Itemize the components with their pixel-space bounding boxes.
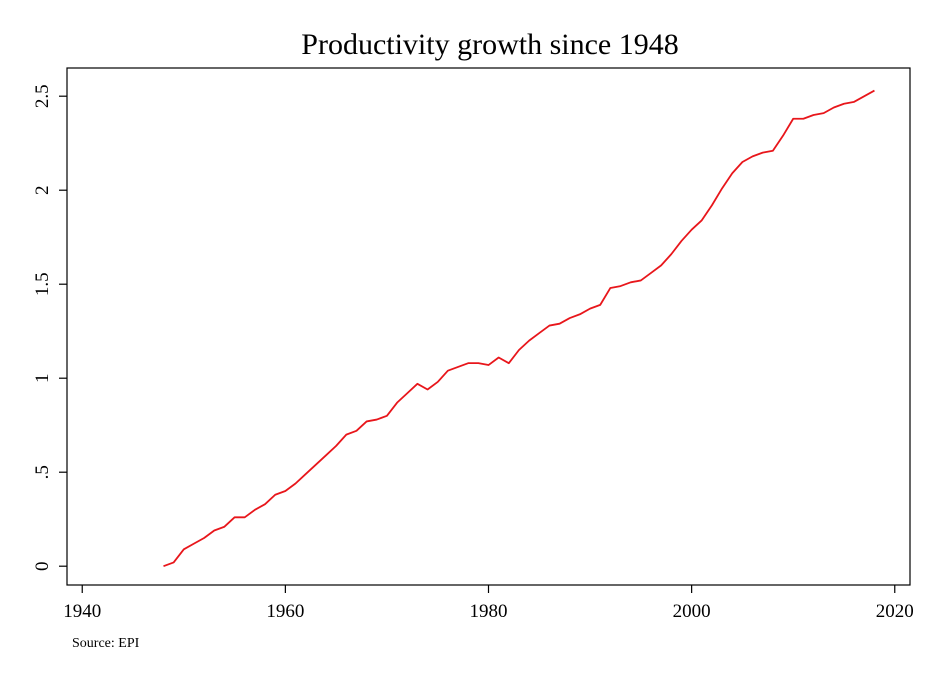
series-line xyxy=(163,89,875,568)
y-tick-label: 2.5 xyxy=(32,84,53,108)
x-tick-label: 1980 xyxy=(470,601,508,622)
plot-frame xyxy=(66,67,911,586)
y-tick-label: .5 xyxy=(32,465,53,479)
y-axis: 0 .5 1 1.5 2 2.5 xyxy=(32,84,67,571)
y-tick-label: 1 xyxy=(32,373,53,383)
x-tick-label: 1940 xyxy=(63,601,101,622)
y-tick-label: 1.5 xyxy=(32,272,53,296)
y-tick-label: 0 xyxy=(32,561,53,571)
x-tick-label: 2020 xyxy=(876,601,914,622)
x-axis: 1940 1960 1980 2000 2020 xyxy=(63,585,914,622)
y-tick-label: 2 xyxy=(32,185,53,195)
chart-title: Productivity growth since 1948 xyxy=(301,28,678,61)
source-note: Source: EPI xyxy=(72,636,140,651)
x-tick-label: 2000 xyxy=(673,601,711,622)
series-layer xyxy=(163,89,875,568)
x-tick-label: 1960 xyxy=(266,601,304,622)
